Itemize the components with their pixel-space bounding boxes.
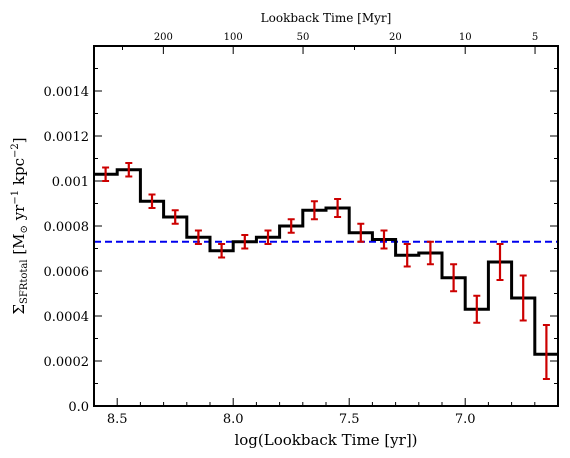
- error-bar: [310, 200, 318, 221]
- y-label-exponent-2: −2: [10, 143, 21, 158]
- error-bar: [241, 234, 249, 250]
- top-tick-label: 50: [297, 32, 310, 43]
- error-bar: [218, 243, 226, 259]
- error-bar: [264, 229, 272, 245]
- y-tick-label: 0.0006: [44, 265, 90, 280]
- top-tick-label: 5: [532, 32, 538, 43]
- y-label-unit-mid: yr: [10, 204, 28, 225]
- label-layer: log(Lookback Time [yr]) Lookback Time [M…: [10, 11, 418, 449]
- x-tick-label: 7.0: [455, 412, 476, 427]
- y-label-sigma-subscript: SFRtotal: [19, 259, 30, 304]
- error-bar: [125, 162, 133, 178]
- tick-layer: 8.5 8.0 7.5 7.0 0.0 0.0002 0.0004 0.0006 0.0008 0…: [44, 32, 559, 427]
- plot-frame: [93, 45, 559, 407]
- error-bar: [194, 229, 202, 245]
- top-tick-label: 20: [389, 32, 402, 43]
- step-histogram-line: [94, 168, 558, 356]
- y-label-unit-close: ]: [10, 137, 28, 143]
- y-tick-label: 0.001: [52, 175, 89, 190]
- y-label-sigma: Σ: [10, 304, 28, 315]
- x-tick-label: 7.5: [339, 412, 360, 427]
- top-tick-label: 200: [154, 32, 173, 43]
- top-tick-label: 100: [224, 32, 243, 43]
- error-bar: [171, 209, 179, 225]
- error-bar: [380, 229, 388, 250]
- y-tick-label: 0.0004: [44, 310, 90, 325]
- y-label-exponent-1: −1: [10, 190, 21, 205]
- error-bar: [357, 222, 365, 243]
- error-bar: [287, 218, 295, 234]
- chart-series-layer: [94, 162, 558, 380]
- error-bar: [426, 240, 434, 266]
- error-bar: [519, 274, 527, 322]
- y-tick-label: 0.0: [68, 400, 89, 415]
- error-bar: [102, 166, 110, 182]
- x-axis-label: log(Lookback Time [yr]): [234, 431, 417, 449]
- error-bar: [148, 193, 156, 209]
- top-x-axis-label: Lookback Time [Myr]: [261, 11, 392, 25]
- x-tick-label: 8.5: [107, 412, 128, 427]
- top-tick-label: 10: [459, 32, 472, 43]
- y-tick-label: 0.0008: [44, 220, 90, 235]
- error-bar: [542, 324, 550, 380]
- y-label-unit-open: [M: [10, 233, 28, 259]
- y-axis-label: ΣSFRtotal [M⊙ yr−1 kpc−2]: [10, 137, 30, 314]
- y-tick-label: 0.0014: [44, 85, 90, 100]
- y-label-sun-symbol: ⊙: [19, 225, 30, 233]
- error-bar: [450, 263, 458, 293]
- error-bar: [473, 294, 481, 324]
- y-label-unit-mid-2: kpc: [10, 158, 28, 190]
- error-bar: [403, 243, 411, 268]
- x-tick-label: 8.0: [223, 412, 244, 427]
- y-tick-label: 0.0002: [44, 355, 90, 370]
- error-bar: [334, 198, 342, 218]
- error-bar: [496, 243, 504, 281]
- y-tick-label: 0.0012: [44, 130, 90, 145]
